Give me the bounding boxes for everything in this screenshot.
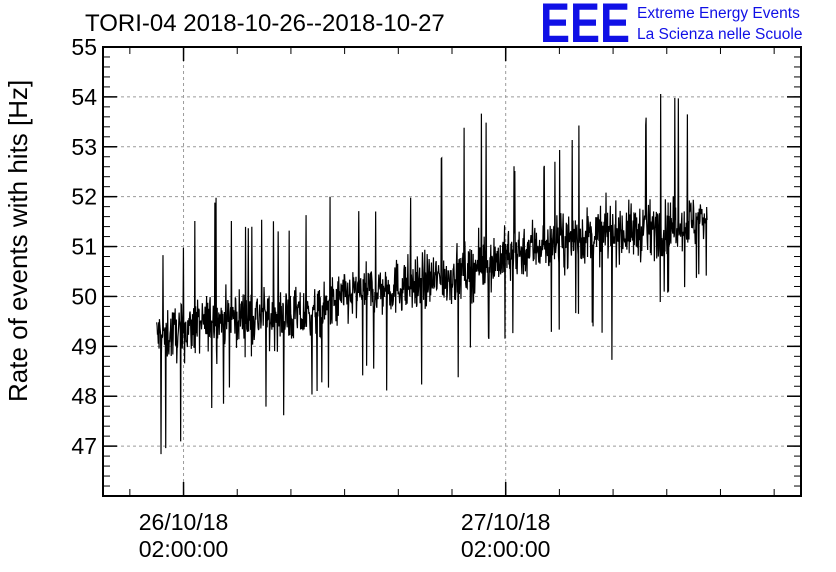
eee-logo-line2: La Scienza nelle Scuole (637, 26, 802, 43)
x-tick-label-date: 27/10/18 (461, 509, 551, 535)
x-tick-label-date: 26/10/18 (139, 509, 229, 535)
y-tick-label: 54 (71, 84, 97, 110)
eee-logo: EEE Extreme Energy Events La Scienza nel… (540, 0, 802, 54)
y-tick-label: 48 (71, 383, 97, 409)
y-tick-label: 47 (71, 433, 97, 459)
y-tick-label: 49 (71, 333, 97, 359)
ticks (103, 46, 801, 497)
y-tick-labels: 47 48 49 50 51 52 53 54 55 (71, 34, 97, 459)
y-axis-title: Rate of events with hits [Hz] (3, 80, 33, 402)
eee-logo-mark: EEE (540, 0, 630, 54)
y-tick-label: 53 (71, 134, 97, 160)
y-tick-label: 50 (71, 283, 97, 309)
data-series (156, 93, 708, 455)
y-tick-label: 51 (71, 234, 97, 260)
series-line (156, 93, 708, 455)
x-tick-label-time: 02:00:00 (139, 536, 229, 562)
y-tick-label: 52 (71, 184, 97, 210)
eee-logo-line1: Extreme Energy Events (637, 5, 800, 22)
chart-title: TORI-04 2018-10-26--2018-10-27 (85, 10, 445, 37)
y-tick-label: 55 (71, 34, 97, 60)
x-tick-label-time: 02:00:00 (461, 536, 551, 562)
